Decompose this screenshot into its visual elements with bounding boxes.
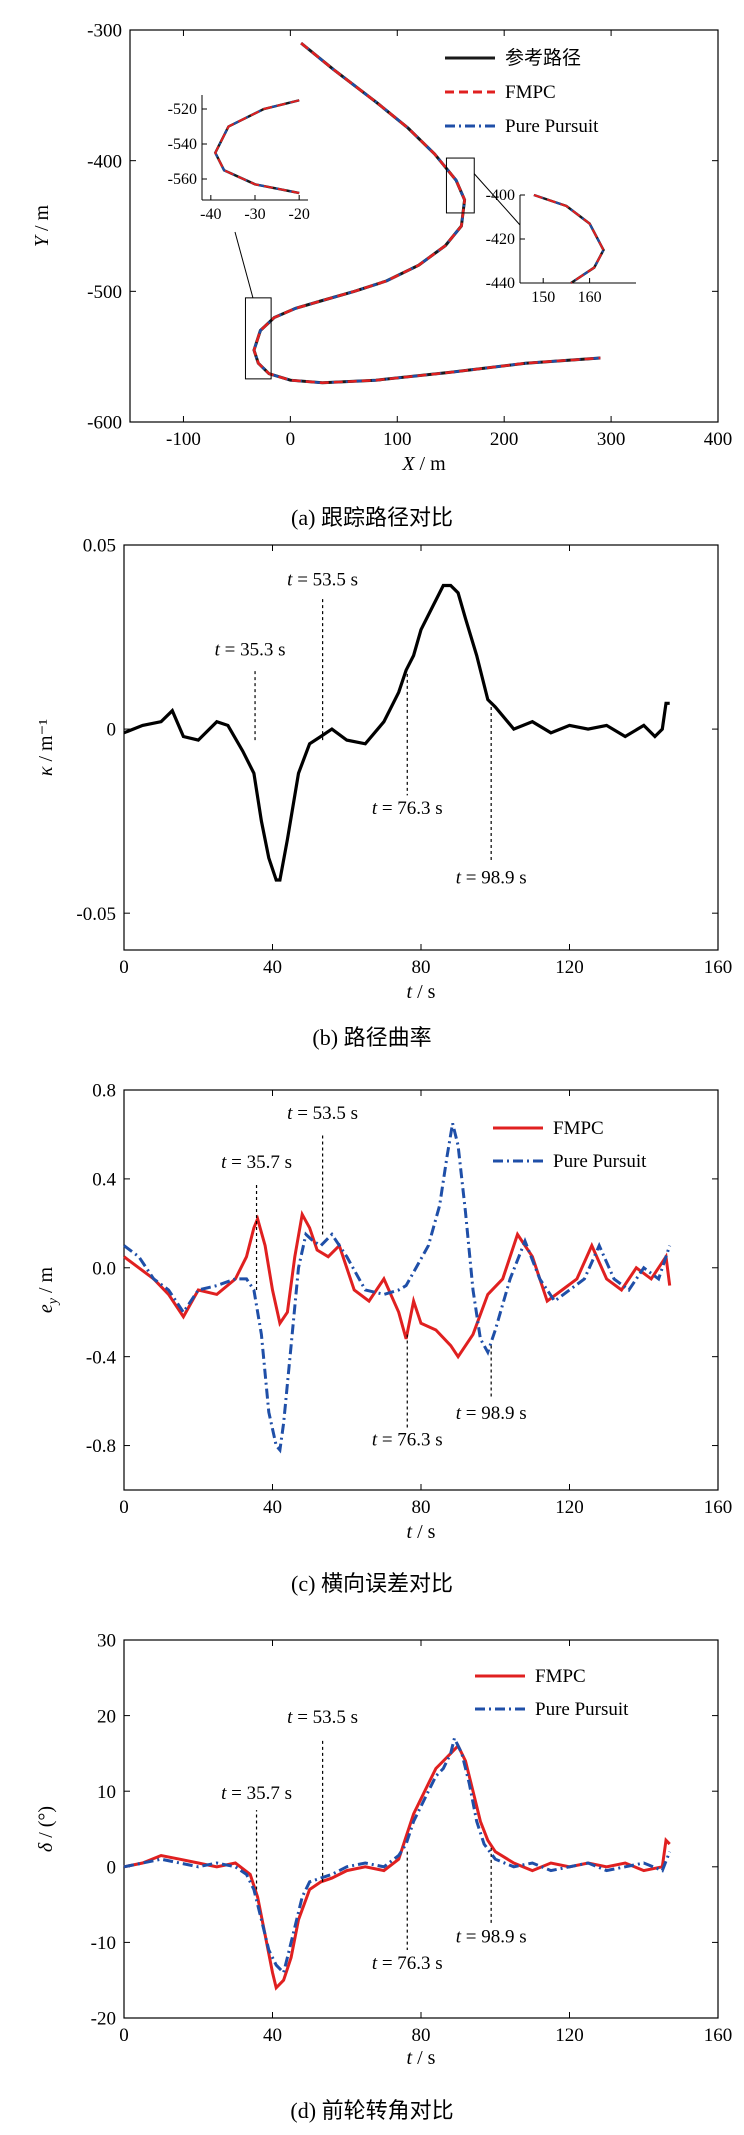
inset-left-ref-line [213,99,300,195]
plot-frame [123,544,719,951]
x-tick-label: 0 [119,957,129,978]
annotation-label: t = 98.9 s [456,1926,527,1947]
series-pure-pursuit-line [123,1122,672,1454]
inset-right-y-tick-label: -420 [486,231,515,248]
x-tick-label: 80 [412,1497,431,1518]
y-axis-label: κ / m⁻¹ [35,719,57,776]
series-fmpc-path [252,42,601,385]
inset-right-y-tick-label: -400 [486,187,515,204]
zoom-connector-right [473,173,521,226]
x-tick-label: 160 [704,2025,733,2046]
caption-c: (c) 横向误差对比 [291,1571,453,1596]
inset-right-x-tick-label: 160 [578,289,602,306]
x-tick-label: 120 [555,2025,584,2046]
annotation-label: t = 76.3 s [372,1430,443,1451]
y-tick-label: 0.4 [92,1170,116,1191]
legend-label: Pure Pursuit [553,1151,647,1172]
annotation-label: t = 98.9 s [456,1403,527,1424]
inset-left-y-tick-label: -520 [168,101,197,118]
y-tick-label: 0 [107,720,117,741]
inset-right-ref-line [533,193,605,285]
y-tick-label: 10 [97,1782,116,1803]
annotation-label: t = 76.3 s [372,1953,443,1974]
inset-left-fmpc-line [214,99,300,194]
inset-right-x-tick-label: 150 [531,289,555,306]
y-tick-label: 0.8 [92,1081,116,1102]
x-tick-label: 40 [263,1497,282,1518]
y-axis-label: δ / (°) [35,1806,57,1852]
annotation-label: t = 53.5 s [287,570,358,591]
y-tick-label: -500 [87,282,122,303]
x-tick-label: 300 [597,429,626,450]
inset-left-x-tick-label: -30 [244,206,265,223]
annotation-label: t = 35.3 s [215,639,286,660]
annotation-label: t = 98.9 s [456,868,527,889]
y-tick-label: 20 [97,1706,116,1727]
y-tick-label: -600 [87,413,122,434]
y-tick-label: -0.05 [76,904,116,925]
caption-d: (d) 前轮转角对比 [290,2098,454,2123]
inset-left-x-tick-label: -20 [289,206,310,223]
inset-left-pp-line [214,99,300,194]
y-tick-label: -0.4 [86,1347,117,1368]
legend-label: Pure Pursuit [505,116,599,137]
series-pure-pursuit-line [123,1733,672,1976]
y-tick-label: 30 [97,1631,116,1652]
caption-a: (a) 跟踪路径对比 [291,505,453,530]
inset-right-fmpc-line [533,194,605,284]
x-axis-label: t / s [407,981,436,1003]
x-axis-label: X / m [401,453,446,475]
annotation-label: t = 53.5 s [287,1103,358,1124]
zoom-box-left [244,297,272,380]
y-tick-label: 0.0 [92,1258,116,1279]
annotation-label: t = 35.7 s [221,1152,292,1173]
x-tick-label: 0 [286,429,296,450]
zoom-box-right [445,157,475,214]
inset-left-y-tick-label: -560 [168,171,197,188]
x-tick-label: 80 [412,957,431,978]
y-tick-label: -300 [87,21,122,42]
x-tick-label: 0 [119,1497,129,1518]
inset-left-y-tick-label: -540 [168,136,197,153]
series-curvature-line [123,583,670,882]
y-tick-label: 0.05 [83,536,116,557]
series-fmpc-line [123,1209,672,1360]
x-tick-label: 40 [263,957,282,978]
legend-label: FMPC [505,82,556,103]
zoom-connector-left [234,231,254,298]
annotation-label: t = 76.3 s [372,798,443,819]
x-tick-label: 0 [119,2025,129,2046]
y-tick-label: -0.8 [86,1436,116,1457]
x-axis-label: t / s [407,1521,436,1543]
x-tick-label: 160 [704,1497,733,1518]
legend-label: FMPC [553,1118,604,1139]
y-axis-label: Y / m [31,204,53,247]
x-tick-label: 160 [704,957,733,978]
y-tick-label: -20 [91,2009,116,2030]
x-tick-label: 120 [555,957,584,978]
legend-label: 参考路径 [505,47,581,69]
caption-b: (b) 路径曲率 [312,1025,432,1050]
legend-label: Pure Pursuit [535,1699,629,1720]
inset-left-x-tick-label: -40 [200,206,221,223]
y-tick-label: 0 [107,1857,117,1878]
x-tick-label: 200 [490,429,519,450]
legend-label: FMPC [535,1666,586,1687]
annotation-label: t = 53.5 s [287,1707,358,1728]
inset-right-y-tick-label: -440 [486,275,515,292]
plot-frame [129,29,719,423]
y-axis-label: ey / m [35,1266,61,1313]
x-axis-label: t / s [407,2047,436,2069]
x-tick-label: 40 [263,2025,282,2046]
y-tick-label: -400 [87,151,122,172]
x-tick-label: 120 [555,1497,584,1518]
y-tick-label: -10 [91,1933,116,1954]
series-fmpc-line [123,1743,671,1991]
x-tick-label: 80 [412,2025,431,2046]
x-tick-label: 100 [383,429,412,450]
x-tick-label: -100 [166,429,201,450]
annotation-label: t = 35.7 s [221,1783,292,1804]
x-tick-label: 400 [704,429,733,450]
